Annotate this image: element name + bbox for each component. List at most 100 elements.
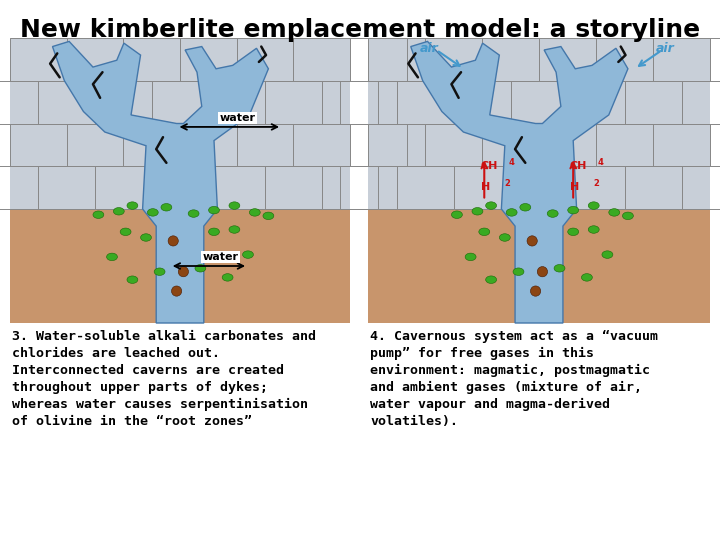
Text: H: H — [481, 182, 490, 192]
Ellipse shape — [107, 253, 117, 261]
Bar — [567, 166, 624, 209]
Ellipse shape — [486, 202, 497, 210]
Text: 2: 2 — [594, 179, 600, 188]
Bar — [624, 81, 682, 124]
Bar — [0, 81, 38, 124]
Bar — [454, 166, 510, 209]
Bar — [10, 209, 350, 323]
Text: water: water — [203, 252, 239, 262]
Bar — [123, 38, 180, 81]
Text: 4: 4 — [597, 158, 603, 167]
Ellipse shape — [249, 208, 260, 216]
Bar — [237, 38, 293, 81]
Ellipse shape — [179, 267, 189, 277]
Bar — [95, 81, 152, 124]
Bar — [682, 166, 720, 209]
Bar — [653, 38, 710, 81]
Bar — [265, 166, 322, 209]
Ellipse shape — [554, 265, 565, 272]
Bar — [340, 166, 397, 209]
Bar — [350, 124, 407, 166]
Bar — [180, 124, 237, 166]
Bar — [180, 38, 237, 81]
Bar — [237, 124, 293, 166]
Ellipse shape — [168, 236, 179, 246]
Ellipse shape — [537, 267, 547, 277]
Ellipse shape — [127, 276, 138, 284]
Polygon shape — [53, 42, 269, 323]
Ellipse shape — [120, 228, 131, 235]
Bar — [710, 38, 720, 81]
Bar — [397, 81, 454, 124]
Ellipse shape — [527, 236, 537, 246]
Ellipse shape — [582, 274, 593, 281]
Ellipse shape — [506, 208, 517, 216]
Bar — [567, 81, 624, 124]
Bar — [38, 81, 95, 124]
Bar — [95, 166, 152, 209]
Bar — [152, 81, 208, 124]
Text: water: water — [220, 113, 256, 123]
Bar — [539, 124, 596, 166]
Bar — [208, 81, 265, 124]
Ellipse shape — [568, 228, 579, 235]
Bar — [710, 124, 720, 166]
Ellipse shape — [609, 208, 620, 216]
Bar — [482, 124, 539, 166]
Ellipse shape — [568, 206, 579, 214]
Text: 4. Cavernous system act as a “vacuum
pump” for free gases in this
environment: m: 4. Cavernous system act as a “vacuum pum… — [370, 330, 658, 428]
Ellipse shape — [195, 265, 206, 272]
Bar — [10, 38, 350, 209]
Ellipse shape — [113, 207, 125, 215]
Bar — [482, 38, 539, 81]
Bar — [0, 166, 38, 209]
Ellipse shape — [479, 228, 490, 235]
Bar — [322, 81, 378, 124]
Text: H: H — [570, 182, 579, 192]
Text: CH: CH — [481, 161, 498, 171]
Ellipse shape — [171, 286, 181, 296]
Ellipse shape — [486, 276, 497, 284]
Bar — [454, 81, 510, 124]
Bar — [322, 166, 378, 209]
Ellipse shape — [263, 212, 274, 220]
Ellipse shape — [229, 202, 240, 210]
Ellipse shape — [451, 211, 462, 219]
Bar — [368, 209, 710, 323]
Ellipse shape — [520, 204, 531, 211]
Bar — [624, 166, 682, 209]
Bar — [10, 38, 67, 81]
Ellipse shape — [588, 226, 599, 233]
Bar — [265, 81, 322, 124]
Ellipse shape — [93, 211, 104, 219]
Ellipse shape — [243, 251, 253, 258]
Ellipse shape — [547, 210, 558, 217]
Text: 4: 4 — [508, 158, 514, 167]
Bar — [510, 81, 567, 124]
Ellipse shape — [188, 210, 199, 217]
Ellipse shape — [531, 286, 541, 296]
Ellipse shape — [623, 212, 634, 220]
Bar — [350, 38, 407, 81]
Bar — [425, 124, 482, 166]
Bar — [208, 166, 265, 209]
Ellipse shape — [209, 206, 220, 214]
Bar — [510, 166, 567, 209]
Bar — [67, 124, 123, 166]
Ellipse shape — [127, 202, 138, 210]
Bar — [368, 124, 425, 166]
Ellipse shape — [500, 234, 510, 241]
Bar — [397, 166, 454, 209]
Text: CH: CH — [570, 161, 587, 171]
Bar — [682, 81, 720, 124]
Ellipse shape — [472, 207, 483, 215]
Bar — [10, 124, 67, 166]
Ellipse shape — [148, 208, 158, 216]
Ellipse shape — [154, 268, 165, 275]
Ellipse shape — [513, 268, 524, 275]
Ellipse shape — [229, 226, 240, 233]
Bar — [425, 38, 482, 81]
Ellipse shape — [588, 202, 599, 210]
Ellipse shape — [602, 251, 613, 258]
Bar — [38, 166, 95, 209]
